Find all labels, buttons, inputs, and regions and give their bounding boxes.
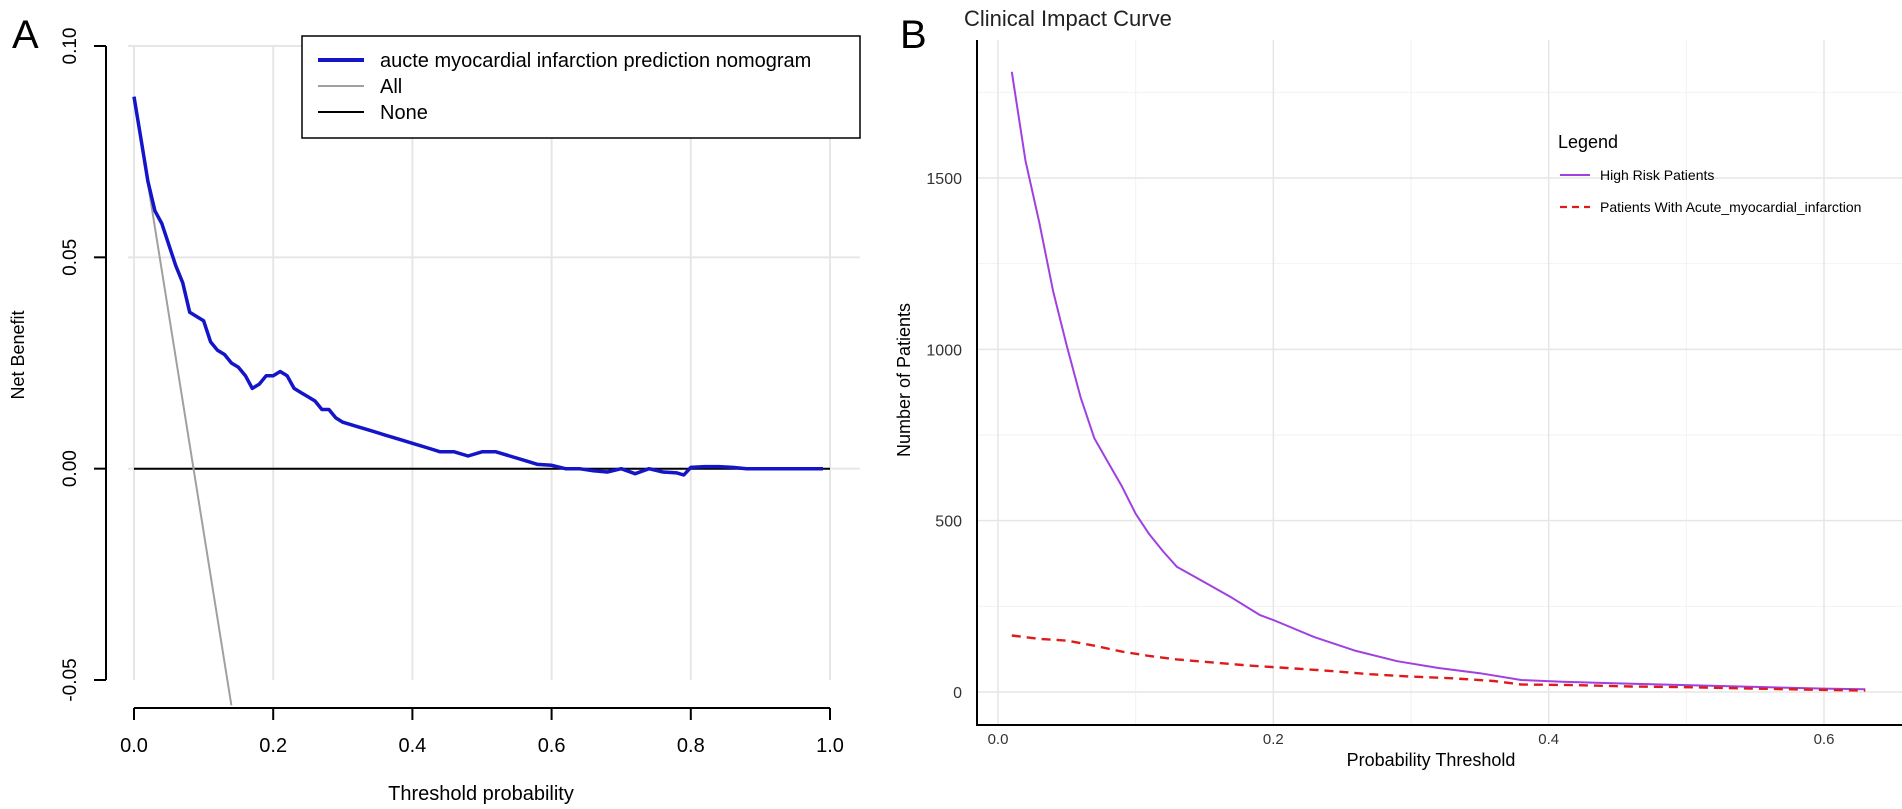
panel-a-legend: aucte myocardial infarction prediction n… <box>301 35 861 139</box>
panel-a-label: A <box>12 13 39 57</box>
panel-b-x-tick-label-1: 0.2 <box>1263 731 1284 748</box>
panel-b-legend-title: Legend <box>1558 132 1618 152</box>
panel-b-y-tick-label-2: 1000 <box>926 342 962 359</box>
panel-a-y-tick-label-0: -0.05 <box>60 658 81 701</box>
legend-label-with-outcome: Patients With Acute_myocardial_infarctio… <box>1600 199 1861 215</box>
legend-label-nomogram: aucte myocardial infarction prediction n… <box>380 50 811 72</box>
panel-a-x-tick-label-0: 0.0 <box>120 735 148 757</box>
panel-a-x-axis-label: Threshold probability <box>388 783 574 805</box>
panel-b-y-axis-label: Number of Patients <box>894 303 914 457</box>
panel-a-y-tick-label-2: 0.05 <box>60 239 81 276</box>
panel-a-series <box>132 96 830 706</box>
panel-a-y-axis-label: Net Benefit <box>8 310 28 399</box>
panel-b-series <box>1010 71 1866 692</box>
panel-a-y-tick-label-1: 0.00 <box>60 450 81 487</box>
panel-a-x-tick-label-3: 0.6 <box>538 735 566 757</box>
panel-b-x-tick-label-2: 0.4 <box>1538 731 1559 748</box>
panel-b-label: B <box>900 13 927 57</box>
panel-a-x-tick-label-1: 0.2 <box>259 735 287 757</box>
panel-b-legend: Legend High Risk Patients Patients With … <box>1558 132 1861 215</box>
panel-a-decision-curve: A -0.05 0.00 0.05 0.10 0.0 0.2 0.4 0.6 0.8 1.0 Ne… <box>8 13 861 805</box>
legend-label-high-risk: High Risk Patients <box>1600 167 1714 183</box>
panel-b-y-tick-label-1: 500 <box>935 514 962 531</box>
panel-b-x-tick-label-3: 0.6 <box>1814 731 1835 748</box>
legend-label-none: None <box>380 102 428 124</box>
panel-b-with-outcome-curve <box>1011 634 1866 692</box>
panel-b-title: Clinical Impact Curve <box>964 6 1172 31</box>
panel-a-nomogram-curve <box>132 96 823 477</box>
panel-b-axes: 0 500 1000 1500 0.0 0.2 0.4 0.6 <box>926 40 1902 748</box>
panel-a-x-tick-label-5: 1.0 <box>816 735 844 757</box>
panel-b-high-risk-curve <box>1010 71 1866 691</box>
panel-b-y-tick-label-0: 0 <box>953 685 962 702</box>
panel-b-x-axis-label: Probability Threshold <box>1347 750 1516 770</box>
legend-label-all: All <box>380 76 402 98</box>
panel-a-x-tick-label-4: 0.8 <box>677 735 705 757</box>
panel-b-x-tick-label-0: 0.0 <box>988 731 1009 748</box>
panel-a-axes: -0.05 0.00 0.05 0.10 0.0 0.2 0.4 0.6 0.8 1.0 <box>60 28 844 757</box>
panel-a-y-tick-label-3: 0.10 <box>60 28 81 65</box>
panel-a-legend-box <box>301 35 861 139</box>
panel-a-x-tick-label-2: 0.4 <box>398 735 426 757</box>
panel-b-y-tick-label-3: 1500 <box>926 171 962 188</box>
panel-b-gridlines <box>977 40 1902 725</box>
